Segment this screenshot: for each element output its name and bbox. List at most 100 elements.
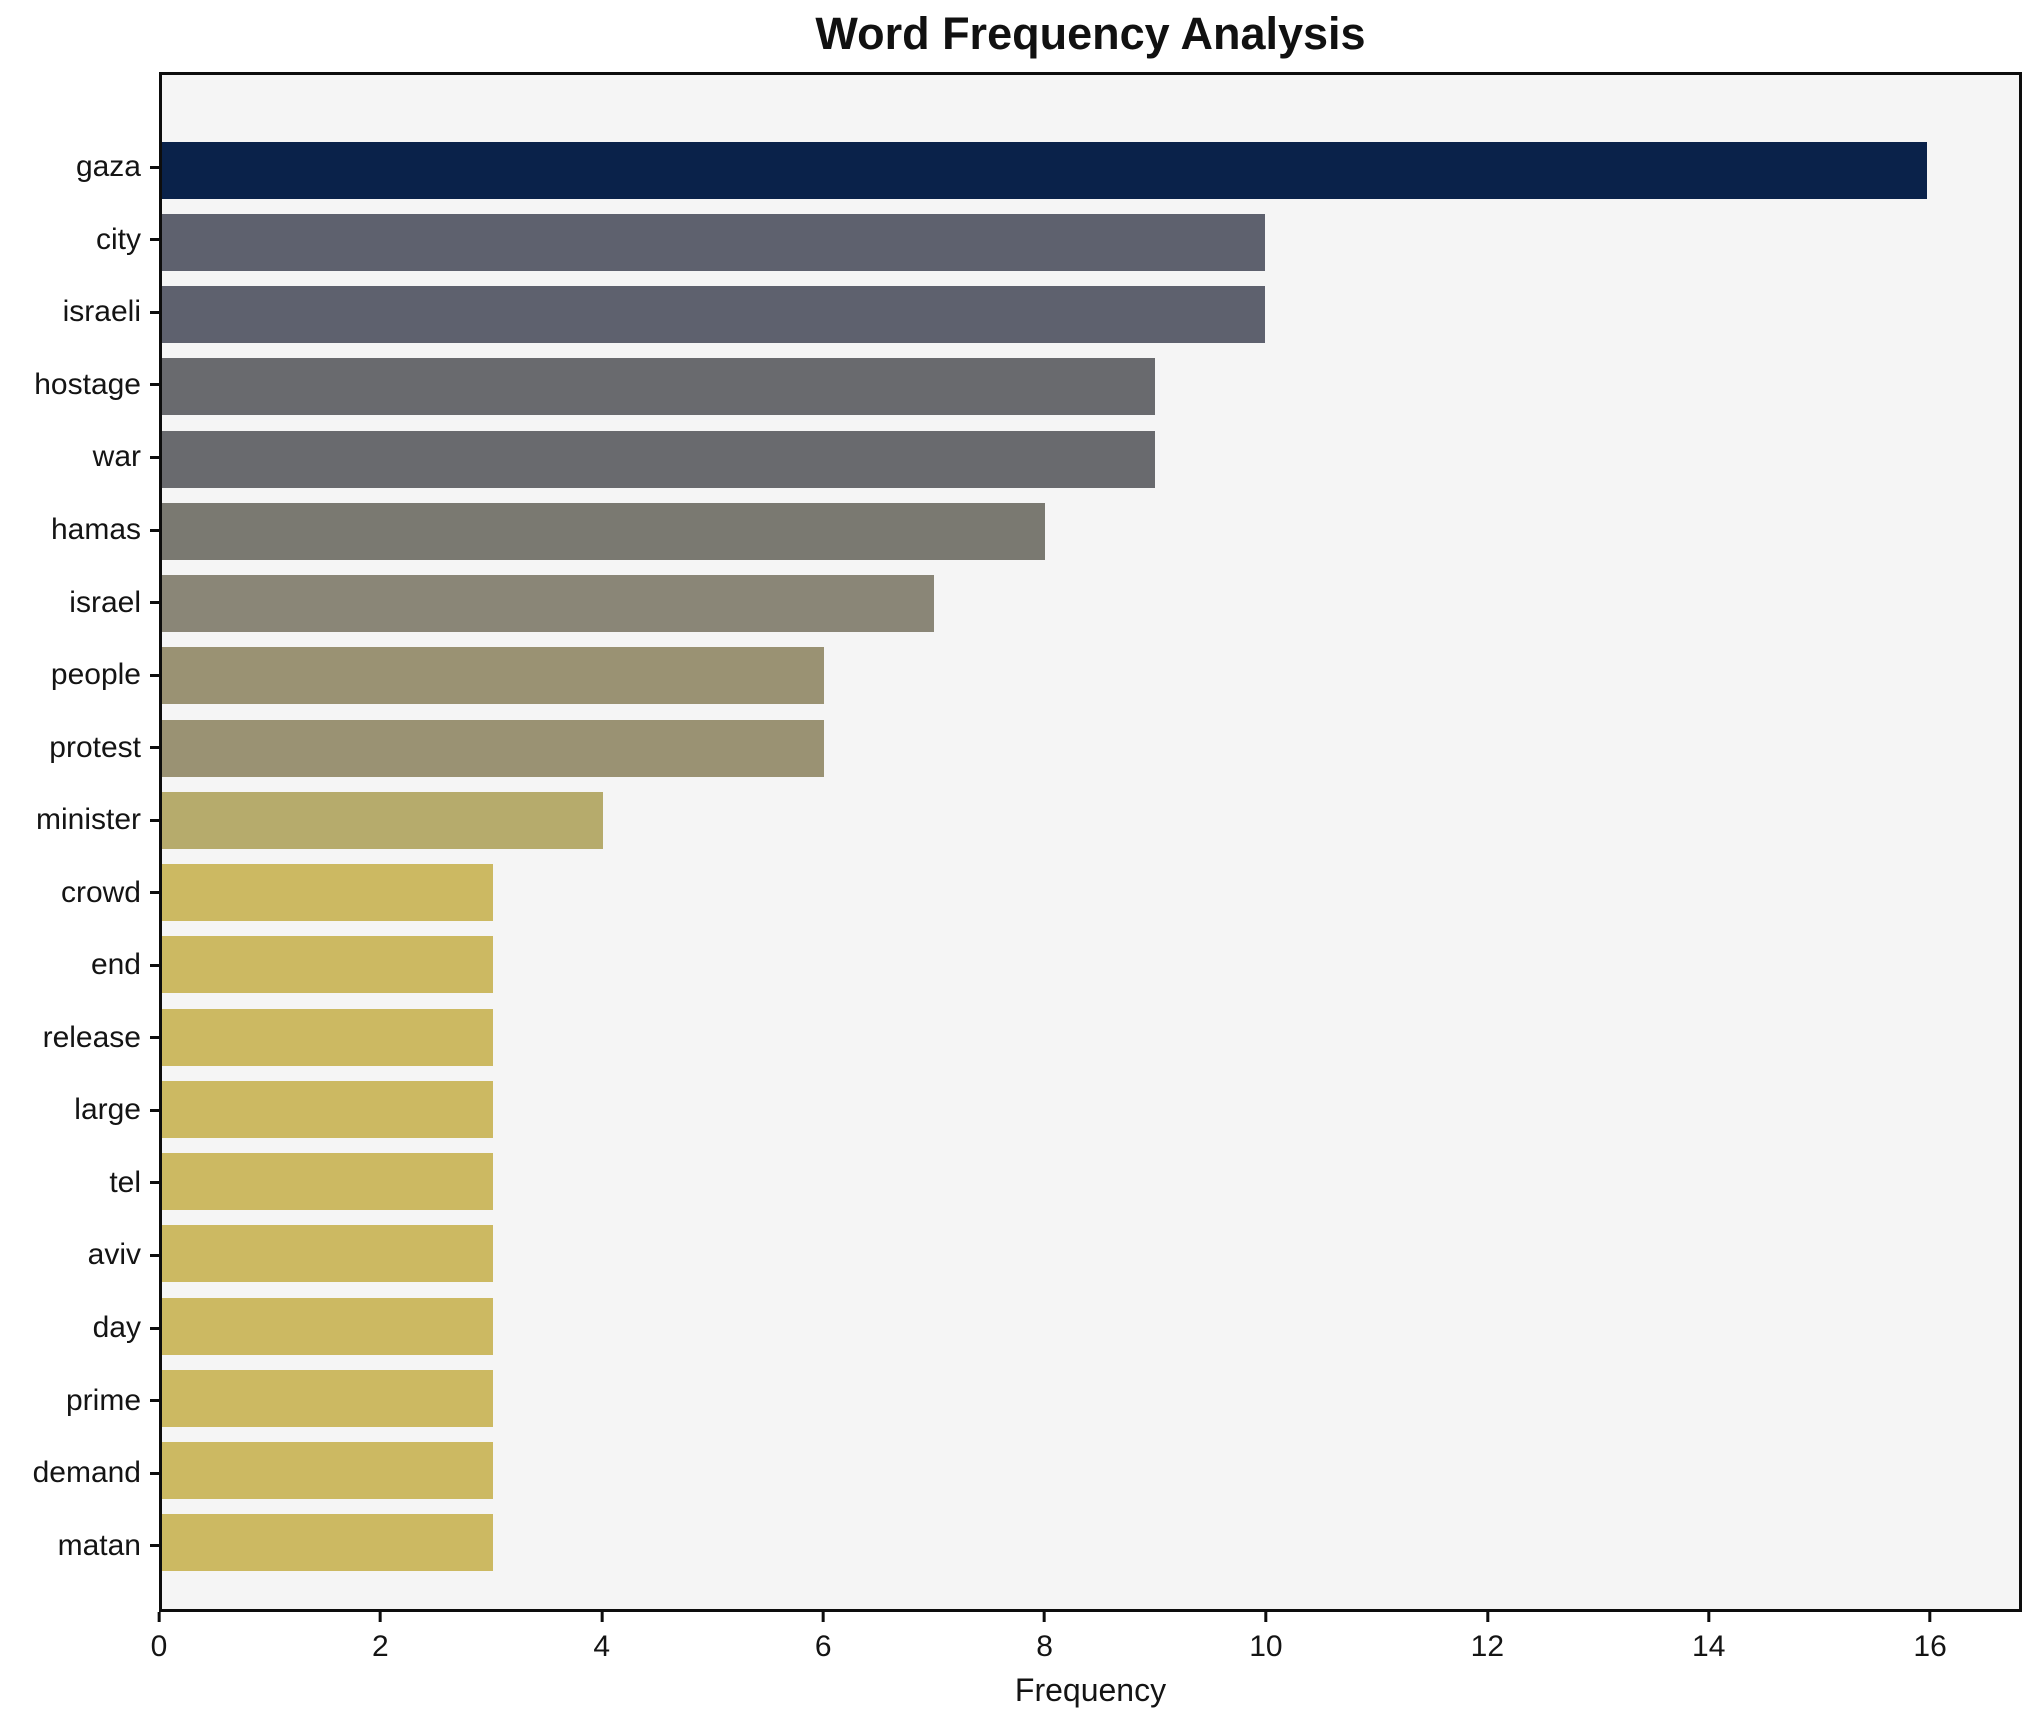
x-tick-mark [378, 1612, 382, 1622]
bar-crowd [162, 864, 494, 922]
chart-title: Word Frequency Analysis [815, 8, 1366, 59]
bar-people [162, 647, 825, 705]
bars-container [162, 75, 2019, 1609]
y-tick-label: aviv [87, 1238, 141, 1272]
bar-gaza [162, 141, 1928, 199]
bar-row-city [162, 206, 2019, 278]
bar-demand [162, 1442, 494, 1500]
x-tick-label: 16 [1913, 1630, 1947, 1663]
y-tick-mark [150, 1181, 159, 1185]
y-tick-mark [150, 310, 159, 314]
y-tick-label: release [42, 1020, 141, 1054]
bar-row-crowd [162, 857, 2019, 929]
y-tick-mark [150, 1326, 159, 1330]
bar-row-gaza [162, 134, 2019, 206]
y-tick-mark [150, 383, 159, 387]
y-tick-row-crowd: crowd [0, 856, 159, 929]
bar-row-prime [162, 1362, 2019, 1434]
y-tick-mark [150, 818, 159, 822]
y-tick-label: people [50, 658, 141, 692]
bar-israel [162, 575, 935, 633]
y-tick-mark [150, 673, 159, 677]
x-tick-label: 4 [593, 1630, 611, 1663]
y-axis-labels: gaza city israeli hostage war hamas israel peop… [0, 72, 159, 1612]
y-tick-mark [150, 891, 159, 895]
bar-row-end [162, 929, 2019, 1001]
bar-row-demand [162, 1435, 2019, 1507]
y-tick-label: demand [32, 1456, 141, 1490]
x-tick-label: 2 [372, 1630, 389, 1663]
y-tick-row-aviv: aviv [0, 1219, 159, 1292]
bar-row-release [162, 1001, 2019, 1073]
bar-day [162, 1297, 494, 1355]
y-tick-row-prime: prime [0, 1364, 159, 1437]
y-tick-mark [150, 1399, 159, 1403]
y-tick-mark [150, 1544, 159, 1548]
x-tick-label: 8 [1036, 1630, 1053, 1663]
bar-prime [162, 1369, 494, 1427]
y-tick-mark [150, 1471, 159, 1475]
bar-protest [162, 719, 825, 777]
bar-tel [162, 1153, 494, 1211]
y-tick-label: hamas [50, 513, 141, 546]
y-tick-label: matan [57, 1528, 141, 1562]
y-tick-mark [150, 963, 159, 967]
bar-israeli [162, 286, 1266, 344]
y-tick-row-tel: tel [0, 1147, 159, 1220]
bar-row-people [162, 640, 2019, 712]
x-tick-mark [1928, 1612, 1932, 1622]
y-tick-mark [150, 746, 159, 750]
bar-minister [162, 791, 604, 849]
y-tick-label: protest [49, 730, 141, 764]
y-tick-row-release: release [0, 1002, 159, 1075]
y-tick-row-war: war [0, 421, 159, 494]
bar-end [162, 936, 494, 994]
y-tick-row-minister: minister [0, 784, 159, 857]
y-tick-row-protest: protest [0, 711, 159, 784]
bar-row-day [162, 1290, 2019, 1362]
y-tick-row-people: people [0, 639, 159, 712]
y-tick-label: israeli [62, 295, 141, 329]
y-tick-mark [150, 1108, 159, 1112]
y-tick-row-hamas: hamas [0, 494, 159, 567]
bar-war [162, 430, 1156, 488]
y-tick-label: gaza [75, 150, 141, 184]
y-tick-row-hostage: hostage [0, 349, 159, 422]
y-tick-mark [150, 1036, 159, 1040]
x-tick-mark [1043, 1612, 1047, 1622]
x-tick-label: 10 [1249, 1630, 1283, 1663]
bar-row-aviv [162, 1218, 2019, 1290]
y-tick-label: large [74, 1093, 141, 1127]
x-tick-label: 12 [1470, 1630, 1505, 1663]
bar-row-israel [162, 568, 2019, 640]
y-tick-mark [150, 1253, 159, 1257]
y-tick-label: minister [35, 803, 141, 837]
y-tick-row-city: city [0, 204, 159, 277]
y-tick-label: end [90, 948, 141, 982]
bar-row-matan [162, 1507, 2019, 1579]
y-tick-label: hostage [34, 367, 141, 401]
plot-area [159, 72, 2022, 1612]
y-tick-row-day: day [0, 1292, 159, 1365]
bar-row-war [162, 423, 2019, 495]
y-tick-row-large: large [0, 1074, 159, 1147]
y-tick-row-gaza: gaza [0, 131, 159, 204]
x-tick-mark [1707, 1612, 1711, 1622]
bar-row-large [162, 1073, 2019, 1145]
bar-large [162, 1080, 494, 1138]
bar-city [162, 213, 1266, 271]
bar-row-hostage [162, 351, 2019, 423]
x-tick-4: 4 [593, 1612, 610, 1664]
y-tick-mark [150, 238, 159, 242]
y-tick-mark [150, 601, 159, 605]
x-axis-ticks: 0 2 4 6 8 10 12 14 16 [151, 1612, 2022, 1672]
x-tick-0: 0 [151, 1612, 167, 1664]
y-tick-row-demand: demand [0, 1437, 159, 1510]
x-tick-12: 12 [1471, 1612, 1504, 1664]
y-tick-row-end: end [0, 929, 159, 1002]
x-tick-6: 6 [815, 1612, 832, 1664]
bar-release [162, 1008, 494, 1066]
y-tick-label: israel [69, 585, 141, 619]
x-tick-16: 16 [1913, 1612, 1947, 1664]
